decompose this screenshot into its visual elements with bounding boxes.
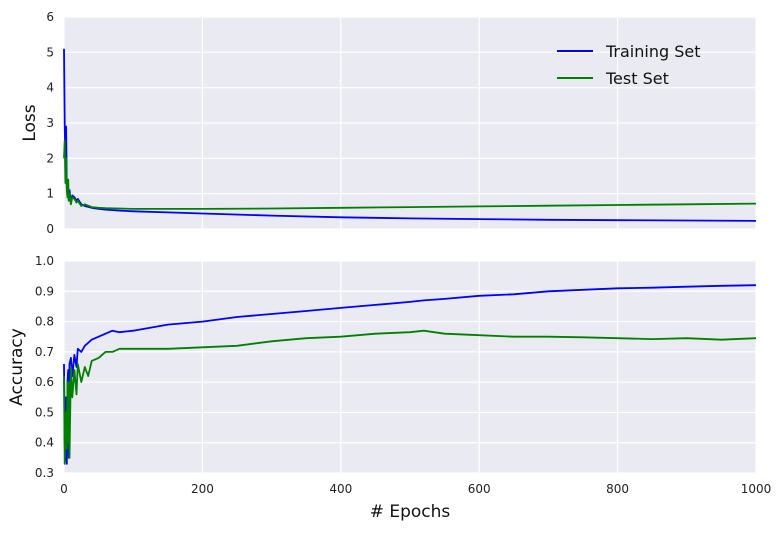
x-axis-title: # Epochs [370, 502, 451, 522]
legend-training-label: Training Set [605, 42, 701, 61]
loss-y-axis-title: Loss [20, 104, 40, 141]
accuracy-y-tick-label-7: 1.0 [35, 254, 54, 268]
plot-accuracy-background [64, 261, 756, 473]
accuracy-series-test-set [63, 329, 757, 465]
accuracy-y-tick-label-3: 0.6 [35, 375, 54, 389]
accuracy-x-tick-label-1: 200 [191, 482, 214, 496]
accuracy-y-axis-title: Accuracy [7, 328, 27, 406]
loss-y-tick-label-0: 0 [46, 222, 54, 236]
loss-y-tick-label-2: 2 [46, 151, 54, 165]
accuracy-y-tick-label-2: 0.5 [35, 405, 54, 419]
accuracy-x-tick-label-0: 0 [60, 482, 68, 496]
loss-series-test-set [63, 139, 757, 210]
loss-y-tick-label-6: 6 [46, 10, 54, 24]
accuracy-y-tick-label-4: 0.7 [35, 345, 54, 359]
plot-loss: 0 1 2 3 4 5 6 [46, 10, 757, 236]
legend-test-label: Test Set [605, 69, 669, 88]
accuracy-x-tick-label-5: 1000 [741, 482, 772, 496]
legend: Training Set Test Set [557, 42, 701, 88]
loss-y-tick-label-1: 1 [46, 187, 54, 201]
accuracy-x-tick-label-2: 400 [329, 482, 352, 496]
accuracy-y-tick-label-1: 0.4 [35, 436, 54, 450]
loss-y-tick-label-4: 4 [46, 81, 54, 95]
accuracy-x-tick-label-3: 600 [468, 482, 491, 496]
accuracy-y-tick-label-5: 0.8 [35, 315, 54, 329]
accuracy-y-tick-label-6: 0.9 [35, 284, 54, 298]
loss-y-tick-label-5: 5 [46, 45, 54, 59]
accuracy-y-tick-label-0: 0.3 [35, 466, 54, 480]
plot-accuracy: 0.3 0.4 0.5 0.6 0.7 0.8 0.9 1.0 0 200 400 600 800 100… [35, 254, 771, 496]
accuracy-x-tick-label-4: 800 [606, 482, 629, 496]
loss-y-tick-label-3: 3 [46, 116, 54, 130]
